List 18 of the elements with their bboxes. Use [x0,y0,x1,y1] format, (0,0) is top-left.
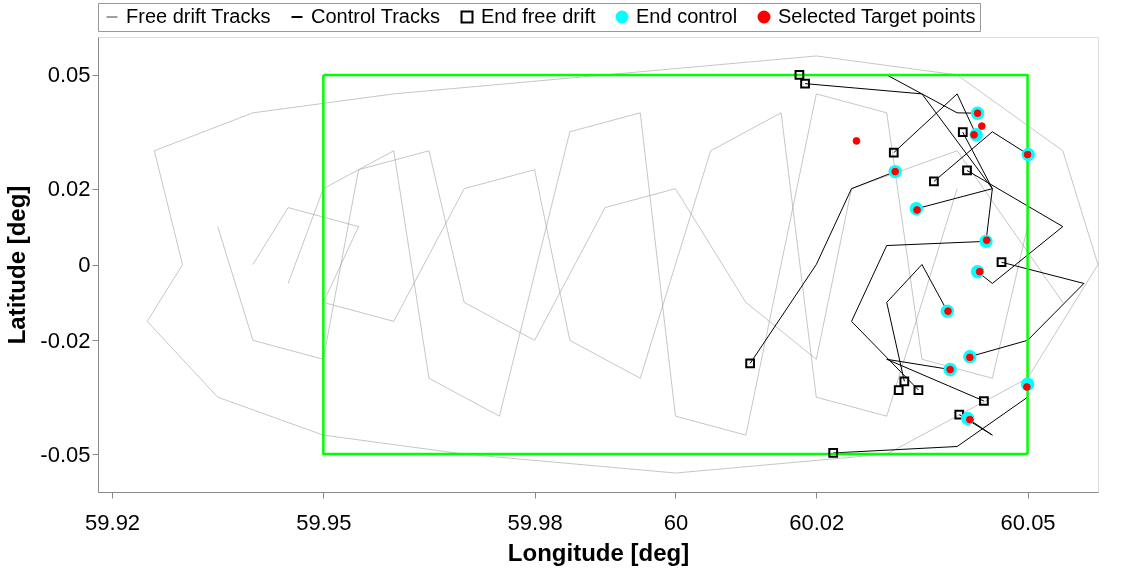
x-tick-label: 59.92 [85,509,141,535]
y-tick-label: 0.02 [47,176,91,202]
legend-label: End free drift [481,5,596,27]
x-axis-title: Longitude [deg] [507,538,690,566]
x-tick-label: 59.95 [296,509,352,535]
y-tick-label: -0.05 [40,441,91,467]
y-axis-title: Latitude [deg] [3,185,31,345]
legend-label: Control Tracks [311,5,440,27]
legend-label: End control [636,5,738,27]
legend-label: Selected Target points [778,5,976,27]
legend-label: Free drift Tracks [126,5,271,27]
x-tick-label: 59.98 [507,509,563,535]
y-tick-label: -0.02 [40,327,91,353]
x-tick-label: 60.05 [1000,509,1056,535]
x-tick-label: 60.02 [789,509,845,535]
x-tick-label: 60 [663,509,689,535]
y-tick-label: 0 [78,252,91,277]
y-tick-label: 0.05 [47,62,91,88]
